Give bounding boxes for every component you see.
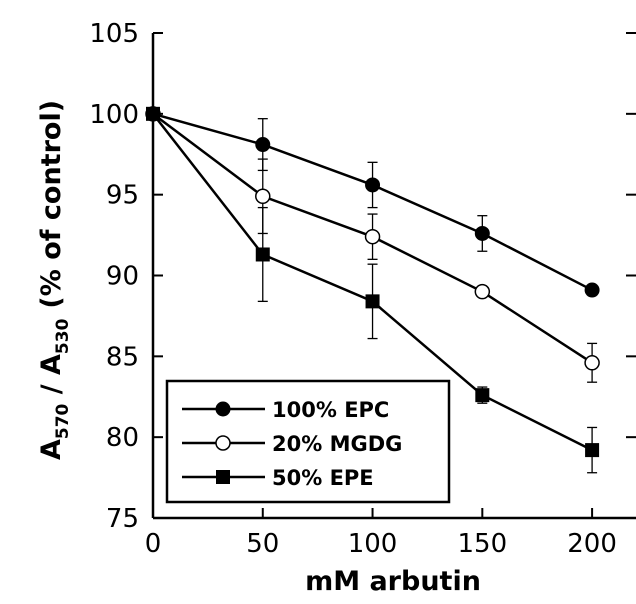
plot-marks [145,106,600,474]
y-axis-title-sub2: 530 [53,318,73,354]
y-tick-label: 80 [106,423,139,453]
series-3 [146,106,600,474]
y-tick-label: 90 [106,262,139,292]
y-tick-label: 100 [89,100,139,130]
y-tick-label: 95 [106,181,139,211]
axes: 75 80 85 90 95 100 105 0 50 100 150 200 [89,19,636,559]
y-tick-label: 105 [89,19,139,49]
x-tick-label: 0 [145,529,162,559]
y-axis-title: A570 / A530 (% of control) [36,100,73,460]
x-tick-label: 100 [348,529,398,559]
legend: 100% EPC 20% MGDG 50% EPE [165,379,451,504]
y-tick-label: 85 [106,342,139,372]
legend-marker [216,470,230,484]
data-point [584,282,600,298]
x-tick-label: 200 [567,529,617,559]
y-axis-title-main: A [36,439,67,460]
legend-item: 50% EPE [182,466,374,490]
y-axis-title-rest: (% of control) [36,100,67,309]
legend-box [165,379,451,504]
legend-label: 100% EPC [272,398,389,422]
x-axis-title: mM arbutin [305,566,481,597]
data-point [475,388,490,403]
data-point [255,188,271,205]
data-point [365,294,380,309]
data-point [255,137,271,153]
data-point [365,177,381,193]
legend-label: 20% MGDG [272,432,402,456]
legend-item: 20% MGDG [182,432,402,456]
x-tick-label: 150 [457,529,507,559]
series-1 [145,106,600,298]
series-2 [145,106,600,383]
legend-item: 100% EPC [182,398,389,422]
data-point [364,228,381,245]
data-point [255,247,270,262]
x-tick-label: 50 [246,529,279,559]
legend-marker [215,401,231,417]
y-tick-label: 75 [106,504,139,534]
data-point [474,283,491,300]
y-axis-title-sub1: 570 [53,403,73,439]
legend-label: 50% EPE [272,466,374,490]
y-axis-title-sep: / A [36,354,67,404]
data-point [585,443,600,458]
data-point [584,355,600,371]
legend-marker [215,435,231,451]
data-point [146,106,160,121]
data-point [474,225,490,241]
